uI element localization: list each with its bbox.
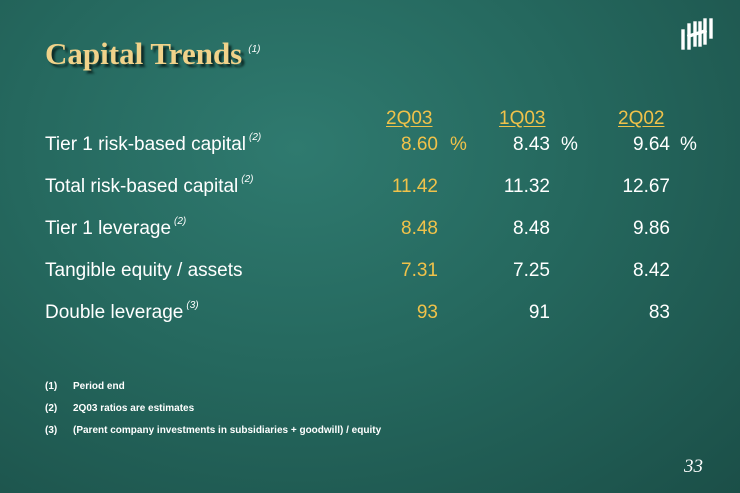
row-label-text: Tier 1 risk-based capital: [45, 134, 246, 155]
value-2q02: 9.86: [633, 218, 670, 239]
value-2q02: 83: [648, 302, 670, 323]
value-2q02: 12.67: [622, 176, 670, 197]
column-header-2q03: 2Q03: [386, 108, 433, 129]
row-footnote-ref: (2): [248, 132, 262, 143]
value-2q03: 8.48: [401, 218, 438, 239]
footnote-text: Period end: [73, 381, 125, 392]
footnote: (2) 2Q03 ratios are estimates: [45, 403, 194, 414]
title-footnote-ref: (1): [248, 44, 261, 55]
footnote: (3) (Parent company investments in subsid…: [45, 425, 381, 436]
row-label-text: Double leverage: [45, 302, 184, 323]
row-label-text: Tangible equity / assets: [45, 260, 243, 281]
value-1q03: 91: [528, 302, 550, 323]
footnote-number: (3): [45, 425, 58, 436]
value-1q03: 7.25: [513, 260, 550, 281]
table-row: Double leverage (3) 93 91 83: [0, 300, 740, 326]
value-1q03: 8.48: [513, 218, 550, 239]
row-label: Double leverage (3): [45, 300, 199, 324]
value-1q03: 8.43: [513, 134, 550, 155]
value-2q02: 8.42: [633, 260, 670, 281]
footnote-text: (Parent company investments in subsidiar…: [73, 425, 382, 436]
row-label-text: Tier 1 leverage: [45, 218, 172, 239]
table-row: Tier 1 leverage (2) 8.48 8.48 9.86: [0, 216, 740, 242]
value-1q03: 11.32: [503, 176, 550, 197]
row-label: Tangible equity / assets: [45, 260, 243, 282]
row-label-text: Total risk-based capital: [45, 176, 239, 197]
row-footnote-ref: (2): [241, 174, 254, 185]
table-row: Tier 1 risk-based capital (2) 8.60 % 8.43…: [0, 132, 740, 158]
value-2q02: 9.64: [633, 134, 670, 155]
row-label: Tier 1 risk-based capital (2): [45, 132, 262, 156]
value-2q03: 11.42: [391, 176, 438, 197]
row-label: Tier 1 leverage (2): [45, 216, 187, 240]
column-header-1q03: 1Q03: [499, 108, 546, 129]
value-2q03: 93: [416, 302, 438, 323]
value-2q03: 8.60: [401, 134, 438, 155]
page-title: Capital Trends (1): [45, 36, 260, 72]
footnote: (1) Period end: [45, 381, 125, 392]
row-label: Total risk-based capital (2): [45, 174, 254, 198]
percent-sign: %: [561, 134, 578, 155]
percent-sign: %: [450, 134, 467, 155]
footnote-number: (2): [45, 403, 58, 414]
table-row: Total risk-based capital (2) 11.42 11.32 …: [0, 174, 740, 200]
huntington-logo-icon: [681, 18, 713, 50]
row-footnote-ref: (2): [174, 216, 187, 227]
footnote-number: (1): [45, 381, 58, 392]
footnote-text: 2Q03 ratios are estimates: [73, 403, 195, 414]
percent-sign: %: [680, 134, 697, 155]
row-footnote-ref: (3): [186, 300, 199, 311]
page-number: 33: [684, 456, 703, 477]
title-text: Capital Trends: [45, 36, 243, 71]
table-row: Tangible equity / assets 7.31 7.25 8.42: [0, 260, 740, 284]
column-header-2q02: 2Q02: [618, 108, 665, 129]
value-2q03: 7.31: [401, 260, 438, 281]
